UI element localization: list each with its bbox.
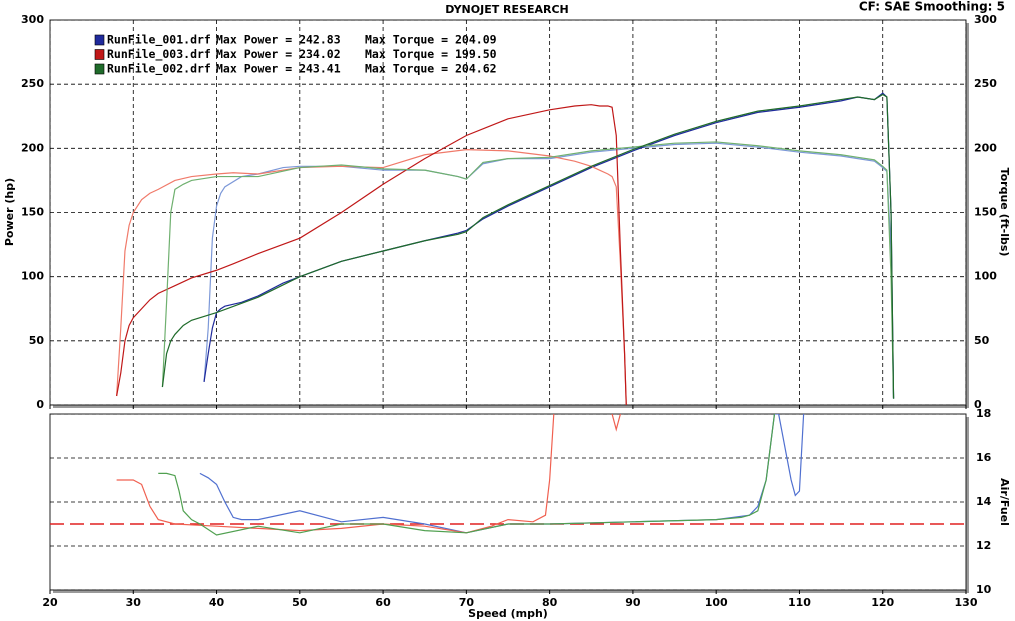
legend-max-torque: Max Torque = 204.62	[365, 62, 497, 76]
legend-swatch	[94, 63, 105, 75]
legend-max-torque: Max Torque = 199.50	[365, 47, 497, 61]
y-tick-label: 250	[21, 77, 44, 90]
y-tick-label: 0	[36, 398, 44, 411]
power-line	[116, 104, 627, 405]
x-tick-label: 100	[705, 596, 728, 609]
legend-max-power: Max Power = 242.83	[216, 33, 341, 47]
y-tick-label: 150	[21, 206, 44, 219]
y-tick-label: 10	[976, 583, 992, 596]
y2-tick-label: 0	[974, 398, 982, 411]
y-tick-label: 300	[21, 13, 44, 26]
afr-line	[158, 414, 776, 536]
torque-line	[116, 149, 627, 405]
y-tick-label: 200	[21, 141, 44, 154]
chart-title: DYNOJET RESEARCH	[445, 3, 568, 16]
legend: RunFile_001.drf Max Power = 242.83 Max Tor…	[94, 33, 497, 77]
y-tick-label: 100	[21, 270, 44, 283]
torque-line	[203, 142, 895, 399]
y-tick-label: 14	[976, 495, 992, 508]
power-line	[161, 93, 895, 399]
x-tick-label: 130	[955, 596, 978, 609]
x-tick-label: 70	[459, 596, 475, 609]
legend-max-power: Max Power = 234.02	[216, 47, 341, 61]
x-tick-label: 120	[871, 596, 894, 609]
x-tick-label: 30	[126, 596, 142, 609]
y2-tick-label: 200	[974, 141, 997, 154]
plot-area	[50, 414, 966, 590]
afr-axis-label: Air/Fuel	[998, 478, 1011, 526]
legend-name: RunFile_003.drf	[107, 47, 211, 62]
torque-line	[161, 141, 895, 399]
legend-swatch	[94, 49, 105, 60]
x-tick-label: 90	[625, 596, 641, 609]
y2-axis-label: Torque (ft-lbs)	[998, 168, 1011, 257]
legend-name: RunFile_001.drf	[107, 33, 211, 48]
y2-tick-label: 250	[974, 77, 997, 90]
legend-swatch	[94, 34, 105, 46]
chart-subtitle: CF: SAE Smoothing: 5	[859, 0, 1005, 14]
y-tick-label: 18	[976, 407, 991, 420]
y-axis-label: Power (hp)	[3, 178, 16, 246]
x-tick-label: 20	[42, 596, 58, 609]
x-tick-label: 110	[788, 596, 811, 609]
y-tick-label: 12	[976, 539, 991, 552]
legend-max-torque: Max Torque = 204.09	[365, 33, 497, 47]
x-axis-label: Speed (mph)	[468, 607, 548, 620]
x-tick-label: 60	[375, 596, 391, 609]
x-tick-label: 80	[542, 596, 558, 609]
legend-max-power: Max Power = 243.41	[216, 62, 341, 76]
legend-name: RunFile_002.drf	[107, 62, 211, 77]
y2-tick-label: 150	[974, 206, 997, 219]
y-tick-label: 50	[29, 334, 45, 347]
x-tick-label: 50	[292, 596, 308, 609]
plot-area	[50, 20, 966, 405]
y-tick-label: 16	[976, 451, 992, 464]
y2-tick-label: 300	[974, 13, 997, 26]
y2-tick-label: 100	[974, 270, 997, 283]
x-tick-label: 40	[209, 596, 225, 609]
y2-tick-label: 50	[974, 334, 990, 347]
afr-line	[116, 414, 621, 534]
